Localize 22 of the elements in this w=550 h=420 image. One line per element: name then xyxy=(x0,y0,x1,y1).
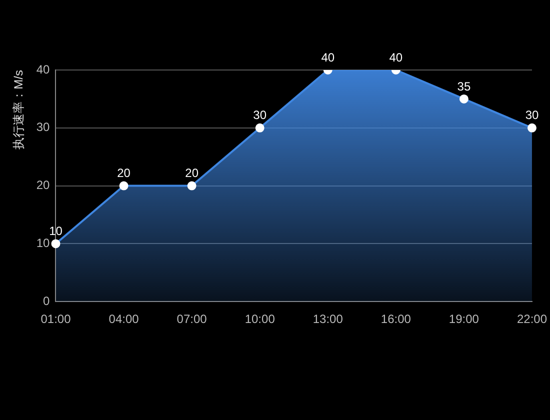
x-tick-label: 13:00 xyxy=(312,312,344,326)
data-label: 30 xyxy=(525,108,539,122)
y-tick-label: 0 xyxy=(43,294,50,308)
y-tick-label: 10 xyxy=(36,236,50,250)
data-label: 30 xyxy=(253,108,267,122)
data-label: 10 xyxy=(49,224,63,238)
data-label: 40 xyxy=(321,50,335,64)
y-tick-label: 30 xyxy=(36,120,50,134)
x-tick-label: 22:00 xyxy=(516,312,548,326)
data-label: 35 xyxy=(457,79,471,94)
y-tick-label: 40 xyxy=(36,62,50,76)
x-tick-label: 16:00 xyxy=(380,312,412,326)
x-tick-label: 07:00 xyxy=(176,312,208,326)
x-tick-label: 04:00 xyxy=(108,312,140,326)
x-tick-label: 10:00 xyxy=(244,312,276,326)
x-tick-label: 01:00 xyxy=(40,312,72,326)
data-label: 40 xyxy=(389,50,403,64)
data-label: 20 xyxy=(117,166,131,180)
x-tick-label: 19:00 xyxy=(448,312,480,326)
y-axis-title: 执行速率：M/s xyxy=(12,70,26,150)
y-tick-label: 20 xyxy=(36,178,50,192)
data-label: 20 xyxy=(185,166,199,180)
